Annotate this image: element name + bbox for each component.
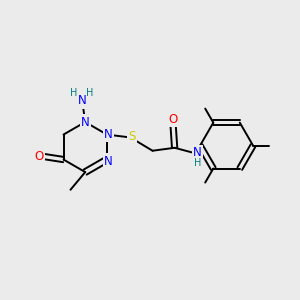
Text: N: N	[193, 146, 202, 159]
Text: O: O	[34, 150, 44, 163]
Text: N: N	[81, 116, 90, 128]
Text: N: N	[104, 154, 113, 167]
Text: H: H	[86, 88, 93, 98]
Text: S: S	[128, 130, 136, 142]
Text: N: N	[104, 128, 113, 141]
Text: O: O	[169, 113, 178, 126]
Text: N: N	[78, 94, 87, 107]
Text: H: H	[194, 158, 201, 167]
Text: H: H	[70, 88, 78, 98]
